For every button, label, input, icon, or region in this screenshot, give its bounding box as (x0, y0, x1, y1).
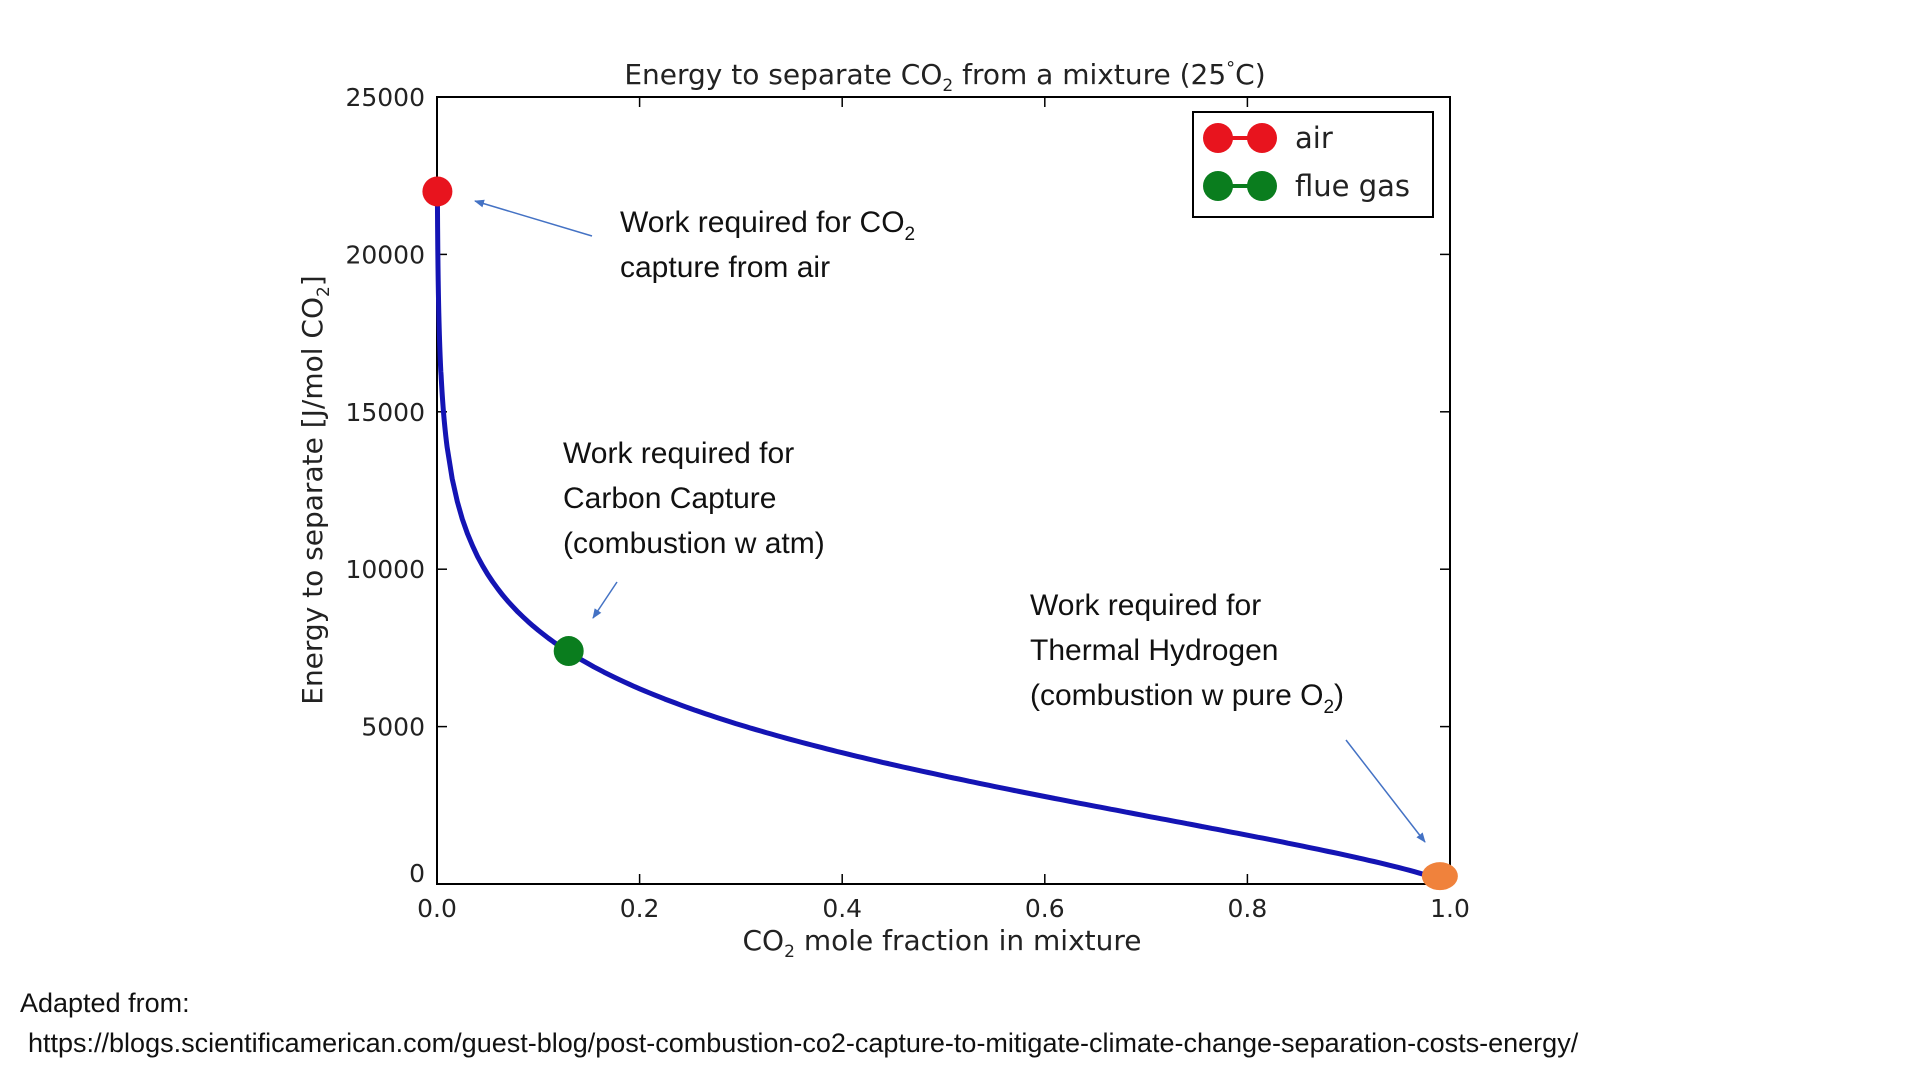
x-tick-label: 0.6 (1025, 894, 1065, 923)
legend-marker-air (1247, 123, 1277, 153)
y-tick-label: 25000 (345, 83, 425, 112)
y-axis-label: Energy to separate [J/mol CO2] (296, 275, 334, 705)
svg-text:Work required for CO2: Work required for CO2 (620, 206, 915, 245)
x-axis-label: CO2 mole fraction in mixture (743, 924, 1142, 962)
annotation-arrow-air (474, 199, 593, 237)
annotation-pure-o2: Work required for Thermal Hydrogen (comb… (1030, 589, 1426, 843)
plot-frame (436, 96, 1451, 885)
x-tick-label: 0.8 (1228, 894, 1268, 923)
legend-box (1192, 111, 1434, 218)
legend-entry-flue-gas: flue gas (1203, 169, 1410, 203)
legend-entry-air: air (1203, 121, 1333, 155)
legend-marker-air (1203, 123, 1233, 153)
data-point-pure-o2 (1421, 862, 1458, 891)
y-tick-label: 0 (409, 859, 425, 888)
axis-ticks (436, 96, 1451, 885)
data-point-flue-gas (553, 636, 584, 667)
y-tick-label: 20000 (345, 240, 425, 269)
svg-text:Work required for: Work required for (563, 437, 794, 470)
chart-title: Energy to separate CO2 from a mixture (2… (624, 58, 1265, 96)
svg-text:Thermal Hydrogen: Thermal Hydrogen (1030, 634, 1278, 667)
legend-marker-flue-gas (1247, 171, 1277, 201)
series-line (434, 192, 1443, 883)
data-point-air (422, 176, 453, 207)
x-tick-label: 0.2 (620, 894, 660, 923)
svg-text:Work required for: Work required for (1030, 589, 1261, 622)
legend: air flue gas (1192, 111, 1434, 218)
y-tick-labels: 0 5000 10000 15000 20000 25000 (345, 83, 425, 888)
svg-text:(combustion w pure O2): (combustion w pure O2) (1030, 679, 1344, 718)
annotation-flue-gas: Work required for Carbon Capture (combus… (563, 437, 825, 619)
svg-text:Carbon Capture: Carbon Capture (563, 482, 776, 515)
svg-text:(combustion w atm): (combustion w atm) (563, 527, 825, 560)
annotation-arrow-flue-gas (592, 581, 618, 619)
y-tick-label: 10000 (345, 555, 425, 584)
x-tick-label: 0.4 (822, 894, 862, 923)
annotation-arrow-pure-o2 (1345, 739, 1426, 843)
legend-label-flue-gas: flue gas (1295, 169, 1410, 203)
x-tick-label: 1.0 (1430, 894, 1470, 923)
x-tick-labels: 0.0 0.2 0.4 0.6 0.8 1.0 (417, 894, 1470, 923)
source-label: Adapted from: (20, 988, 190, 1018)
legend-label-air: air (1295, 121, 1333, 155)
legend-marker-flue-gas (1203, 171, 1233, 201)
annotation-air: Work required for CO2 capture from air (474, 199, 915, 284)
y-tick-label: 5000 (361, 713, 425, 742)
svg-text:capture from air: capture from air (620, 251, 830, 284)
y-tick-label: 15000 (345, 398, 425, 427)
x-tick-label: 0.0 (417, 894, 457, 923)
source-url: https://blogs.scientificamerican.com/gue… (28, 1028, 1579, 1058)
